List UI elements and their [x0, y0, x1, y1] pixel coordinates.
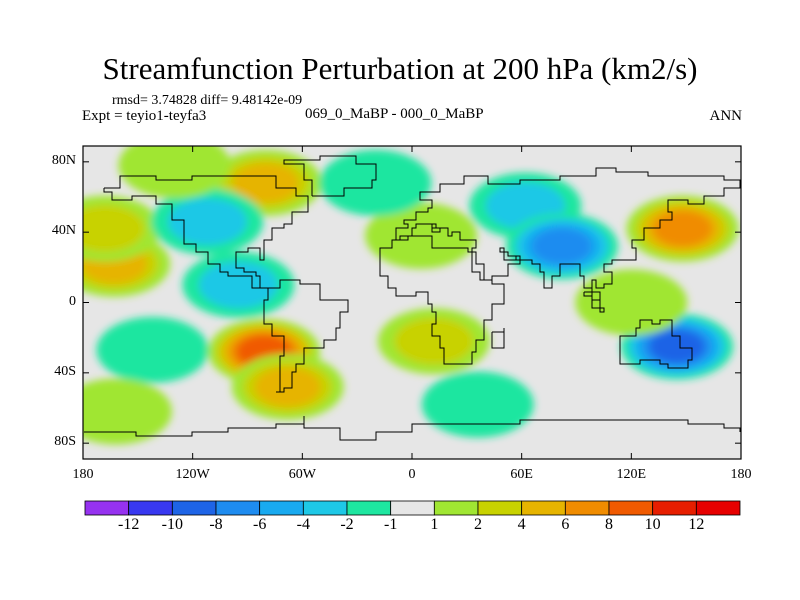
field-feature-4-level-1 [198, 261, 278, 309]
colorbar-swatch-2 [171, 500, 217, 516]
field-feature-16-level-0 [575, 269, 688, 336]
lon-label: 180 [72, 467, 94, 482]
field-feature-11-level-4 [649, 330, 705, 363]
colorbar-swatch-6 [346, 500, 392, 516]
field-feature-10-level-3 [532, 228, 592, 264]
field-feature-8-level-1 [394, 317, 474, 365]
colorbar-label: -10 [161, 516, 183, 533]
colorbar-label: -2 [340, 516, 354, 533]
colorbar-label: -12 [117, 516, 140, 533]
coastline-antarctica [84, 416, 741, 441]
field-feature-18-level-0 [118, 146, 231, 199]
field-feature-3-level-1 [167, 198, 247, 246]
coastline-africa [379, 235, 505, 365]
colorbar-swatch-8 [433, 500, 479, 516]
colorbar-swatch-7 [390, 500, 435, 516]
streamfunction-field [83, 146, 741, 459]
colorbar-label: 4 [517, 516, 526, 533]
coastline-greenland [283, 155, 377, 197]
experiment-label: Expt = teyio1-teyfa3 [82, 108, 207, 124]
colorbar-swatch-11 [564, 500, 610, 516]
period-label: 069_0_MaBP - 000_0_MaBP [305, 106, 484, 122]
colorbar-label: -6 [252, 516, 267, 533]
colorbar-label: -4 [296, 516, 310, 533]
colorbar-label: 1 [430, 516, 439, 533]
lon-label: 60E [510, 467, 533, 482]
colorbar [84, 500, 741, 516]
contour-blobs [83, 146, 739, 445]
season-label: ANN [709, 108, 743, 124]
lon-label: 60W [288, 467, 316, 482]
colorbar-swatch-14 [695, 500, 741, 516]
colorbar-swatch-5 [302, 500, 348, 516]
colorbar-swatch-1 [128, 500, 173, 516]
stats-line: rmsd= 3.74828 diff= 9.48142e-09 [112, 93, 303, 108]
colorbar-swatch-0 [84, 500, 130, 516]
coastline-australia [619, 319, 693, 369]
coastline-madagascar [491, 328, 505, 349]
lat-label: 80S [54, 434, 76, 450]
colorbar-label: -8 [209, 516, 223, 533]
colorbar-swatch-3 [215, 500, 261, 516]
field-feature-2-level-2 [232, 163, 299, 203]
colorbar-swatch-12 [608, 500, 654, 516]
coastline-borneo-sumatra [583, 291, 605, 313]
coastlines [84, 155, 741, 441]
field-feature-17-level-0 [319, 149, 432, 216]
field-feature-13-level-0 [421, 371, 534, 438]
colorbar-swatch-10 [521, 500, 566, 516]
colorbar-label: 6 [561, 516, 570, 533]
coastline-eurasia [392, 167, 741, 301]
colorbar-label: 2 [474, 516, 482, 533]
field-feature-1-level-1 [83, 205, 145, 252]
colorbar-swatch-13 [652, 500, 697, 516]
lon-label: 120E [616, 467, 647, 482]
lon-label: 120W [175, 467, 210, 482]
colorbar-label: 12 [688, 516, 705, 533]
colorbar-label: 10 [644, 516, 661, 533]
colorbar-label: -1 [383, 516, 398, 533]
axis-ticks [82, 146, 742, 459]
coastline-north-america [103, 175, 309, 289]
lat-label: 40N [51, 223, 76, 239]
lat-label: 40S [54, 363, 76, 379]
field-feature-14-level-0 [83, 378, 172, 445]
field-feature-7-level-2 [254, 367, 321, 407]
chart-title: Streamfunction Perturbation at 200 hPa (… [102, 51, 698, 86]
field-feature-12-level-3 [653, 210, 712, 247]
coastline-south-america [263, 279, 349, 393]
colorbar-swatch-9 [477, 500, 523, 516]
field-feature-5-level-0 [96, 317, 209, 383]
lon-label: 180 [730, 467, 752, 482]
lon-label: 0 [408, 467, 416, 482]
colorbar-label: 8 [605, 516, 613, 533]
lat-label: 80N [51, 152, 76, 168]
lat-label: 0 [69, 293, 76, 309]
colorbar-swatch-4 [259, 500, 304, 516]
